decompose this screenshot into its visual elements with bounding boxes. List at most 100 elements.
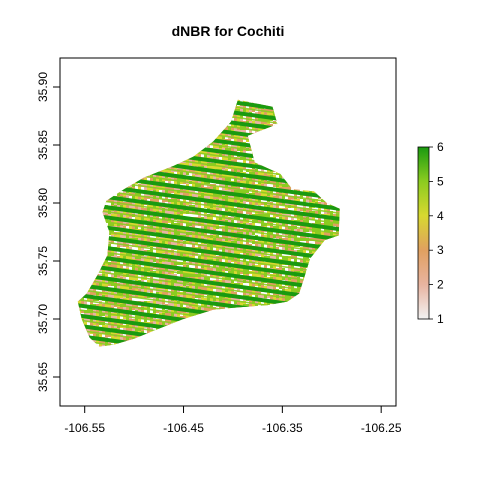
raster-cell bbox=[96, 169, 99, 172]
raster-cell bbox=[135, 328, 138, 331]
raster-cell bbox=[96, 268, 99, 271]
raster-cell bbox=[63, 373, 66, 376]
raster-cell bbox=[144, 319, 147, 322]
raster-cell bbox=[63, 253, 66, 256]
raster-cell bbox=[171, 364, 174, 367]
raster-cell bbox=[168, 319, 171, 322]
raster-cell bbox=[96, 382, 99, 385]
raster-cell bbox=[123, 400, 126, 403]
raster-cell bbox=[138, 343, 141, 346]
raster-cell bbox=[162, 400, 165, 403]
raster-cell bbox=[69, 142, 72, 145]
raster-cell bbox=[77, 340, 78, 343]
raster-cell bbox=[108, 115, 111, 118]
raster-cell bbox=[132, 328, 135, 331]
raster-cell bbox=[126, 148, 129, 151]
raster-cell bbox=[168, 241, 171, 244]
raster-cell bbox=[78, 322, 81, 325]
raster-cell bbox=[77, 238, 78, 241]
raster-cell bbox=[84, 352, 87, 355]
raster-cell bbox=[105, 94, 108, 97]
raster-cell bbox=[111, 388, 114, 391]
raster-cell bbox=[183, 331, 186, 334]
raster-cell bbox=[147, 370, 150, 373]
raster-cell bbox=[120, 70, 123, 73]
raster-cell bbox=[135, 379, 138, 382]
raster-cell bbox=[90, 133, 93, 136]
raster-cell bbox=[153, 358, 156, 361]
raster-cell bbox=[156, 280, 159, 283]
raster-cell bbox=[141, 316, 144, 319]
raster-cell bbox=[69, 241, 72, 244]
raster-cell bbox=[150, 187, 153, 190]
raster-cell bbox=[129, 334, 132, 337]
raster-cell bbox=[159, 163, 162, 166]
raster-cell bbox=[141, 196, 144, 199]
raster-cell bbox=[105, 352, 108, 355]
raster-cell bbox=[102, 196, 105, 199]
raster-cell bbox=[66, 148, 69, 151]
raster-cell bbox=[81, 379, 84, 382]
raster-cell bbox=[78, 142, 81, 145]
raster-cell bbox=[126, 67, 129, 70]
raster-cell bbox=[87, 262, 90, 265]
raster-cell bbox=[147, 385, 150, 388]
raster-cell bbox=[87, 226, 90, 229]
raster-cell bbox=[150, 160, 153, 163]
raster-cell bbox=[117, 67, 120, 70]
raster-cell bbox=[111, 400, 114, 403]
raster-cell bbox=[165, 319, 168, 322]
raster-cell bbox=[99, 73, 102, 76]
raster-cell bbox=[171, 376, 174, 379]
raster-cell bbox=[135, 376, 138, 379]
raster-cell bbox=[114, 94, 117, 97]
raster-cell bbox=[135, 100, 138, 103]
raster-cell bbox=[147, 160, 150, 163]
raster-cell bbox=[102, 376, 105, 379]
raster-cell bbox=[183, 145, 186, 148]
raster-cell bbox=[180, 346, 183, 347]
raster-cell bbox=[135, 268, 138, 271]
raster-cell bbox=[87, 148, 90, 151]
raster-cell bbox=[174, 70, 177, 73]
raster-cell bbox=[69, 199, 72, 202]
raster-cell bbox=[129, 94, 132, 97]
raster-cell bbox=[99, 103, 102, 106]
raster-cell bbox=[141, 382, 144, 385]
raster-cell bbox=[66, 106, 69, 109]
raster-cell bbox=[144, 130, 147, 133]
raster-cell bbox=[183, 91, 186, 94]
raster-cell bbox=[102, 274, 105, 277]
raster-cell bbox=[93, 244, 96, 247]
raster-cell bbox=[87, 313, 90, 316]
raster-cell bbox=[78, 205, 81, 208]
raster-cell bbox=[96, 379, 99, 382]
raster-cell bbox=[135, 373, 138, 376]
raster-cell bbox=[77, 115, 78, 118]
raster-cell bbox=[162, 217, 165, 220]
raster-cell bbox=[114, 99, 117, 100]
raster-cell bbox=[168, 103, 171, 106]
raster-cell bbox=[171, 172, 174, 175]
raster-cell bbox=[120, 154, 123, 157]
raster-cell bbox=[99, 106, 102, 109]
raster-cell bbox=[123, 118, 126, 121]
raster-cell bbox=[66, 64, 69, 67]
raster-cell bbox=[147, 265, 150, 268]
raster-cell bbox=[159, 106, 162, 109]
raster-cell bbox=[63, 121, 66, 124]
raster-cell bbox=[123, 355, 126, 358]
raster-cell bbox=[129, 136, 132, 139]
raster-cell bbox=[180, 343, 183, 346]
raster-cell bbox=[63, 388, 66, 391]
raster-cell bbox=[99, 151, 102, 154]
raster-cell bbox=[126, 373, 129, 376]
raster-cell bbox=[111, 70, 114, 73]
raster-cell bbox=[120, 265, 123, 268]
raster-cell bbox=[186, 202, 189, 205]
raster-cell bbox=[111, 202, 114, 205]
raster-cell bbox=[126, 166, 129, 169]
raster-cell bbox=[108, 283, 111, 286]
raster-cell bbox=[138, 196, 141, 199]
raster-cell bbox=[144, 400, 147, 403]
